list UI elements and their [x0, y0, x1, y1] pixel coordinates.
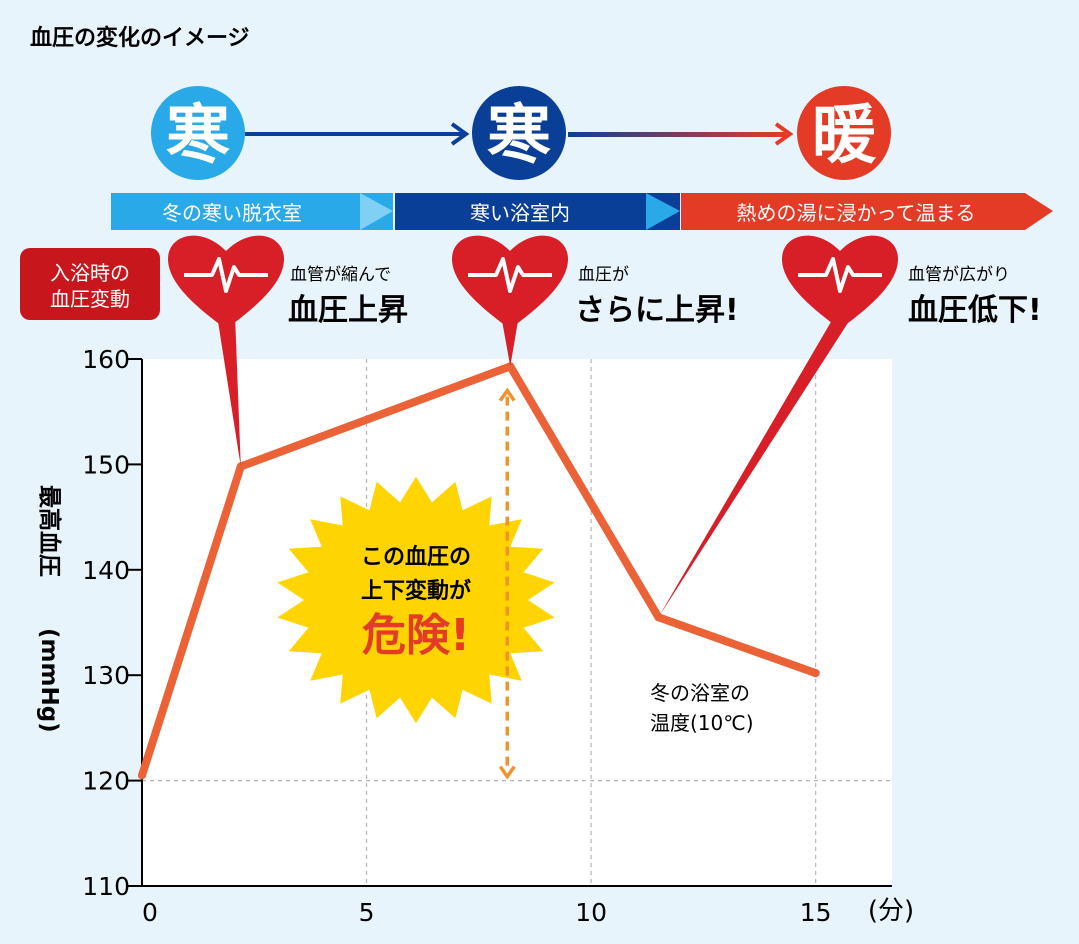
heart-note-3-big: 血圧低下! [908, 293, 1042, 328]
heart-icon [168, 235, 284, 329]
y-tick-label: 120 [82, 767, 130, 796]
banner-label-3: 熱めの湯に浸かって温まる [737, 201, 976, 225]
heart-note-2-big: さらに上昇! [575, 293, 739, 328]
stage-2-icon-text: 寒 [487, 99, 551, 173]
series-segment-1 [236, 362, 515, 471]
bathroom-temp-line-1: 冬の浴室の [650, 681, 750, 705]
heart-icon [452, 235, 568, 329]
tick-labels: 110 120 130 140 150 160 0 5 10 15 [82, 345, 831, 927]
heart-icon [782, 235, 898, 329]
connector-arrowhead-2 [774, 122, 794, 146]
danger-arrow-head-bottom [498, 765, 516, 780]
connector-arrow-2 [568, 132, 786, 137]
danger-burst: この血圧の 上下変動が 危険! [277, 476, 555, 724]
burst-line-3: 危険! [362, 610, 470, 661]
y-tick-label: 150 [82, 450, 130, 479]
x-tick-label: 5 [359, 898, 375, 927]
x-axis-unit: (分) [868, 896, 914, 926]
burst-line-1: この血圧の [361, 544, 471, 570]
x-tick-label: 10 [575, 898, 607, 927]
series-segment-0 [138, 462, 245, 780]
y-tick-label: 140 [82, 556, 130, 585]
series-segment-2 [506, 362, 663, 622]
banner-bath [681, 193, 1053, 230]
y-axis-unit: (mmHg) [36, 628, 62, 733]
heartbeat-line-icon [468, 257, 552, 293]
stage-flow: 寒 寒 暖 [151, 86, 891, 180]
y-tick-label: 130 [82, 661, 130, 690]
stage-1-icon-text: 寒 [166, 99, 230, 173]
badge-line-2: 血圧変動 [50, 287, 130, 311]
heartbeat-line-icon [798, 257, 882, 293]
heart-note-3-small: 血管が広がり [908, 265, 1010, 285]
callout-pointer-1 [501, 315, 519, 367]
data-point-4 [811, 669, 820, 678]
banner-chevron-1 [360, 193, 393, 230]
banner-label-1: 冬の寒い脱衣室 [162, 201, 302, 225]
burst-line-2: 上下変動が [361, 578, 471, 604]
heart-note-1-small: 血管が縮んで [290, 265, 391, 285]
y-tick-label: 160 [82, 345, 130, 374]
banner-chevron-2 [646, 193, 680, 230]
x-tick-label: 0 [142, 898, 158, 927]
heartbeat-line-icon [184, 257, 268, 293]
series-segment-3 [654, 613, 820, 678]
banner-dressing-room [111, 193, 393, 230]
grid-lines [142, 359, 892, 886]
x-tick-label: 15 [800, 898, 832, 927]
warm-icon [797, 86, 891, 180]
banner-bathroom [395, 193, 680, 230]
cold-icon-2 [472, 86, 566, 180]
heart-callouts [168, 235, 898, 618]
stage-3-icon-text: 暖 [812, 99, 877, 173]
connector-arrowhead-1 [450, 122, 470, 146]
axes [128, 358, 892, 887]
banner-label-2: 寒い浴室内 [470, 201, 570, 225]
y-tick-label: 110 [82, 872, 130, 901]
cold-icon-1 [151, 86, 245, 180]
danger-arrow-head-top [498, 387, 516, 402]
y-axis-label: 最高血圧 [36, 485, 63, 577]
heart-note-2-small: 血圧が [578, 265, 629, 285]
callout-pointer-0 [217, 315, 241, 467]
badge-bg [20, 248, 160, 320]
callout-pointer-2 [658, 315, 853, 618]
bathing-badge: 入浴時の 血圧変動 [20, 248, 160, 320]
data-point-0 [138, 771, 146, 780]
page-title: 血圧の変化のイメージ [30, 25, 250, 51]
bathroom-temp-line-2: 温度(10℃) [650, 711, 754, 735]
stage-banners: 冬の寒い脱衣室 寒い浴室内 熱めの湯に浸かって温まる [111, 193, 1053, 230]
badge-line-1: 入浴時の [50, 261, 130, 285]
heart-note-1-big: 血圧上昇 [288, 293, 408, 328]
burst-shape [277, 476, 555, 724]
data-point-2 [506, 362, 515, 371]
